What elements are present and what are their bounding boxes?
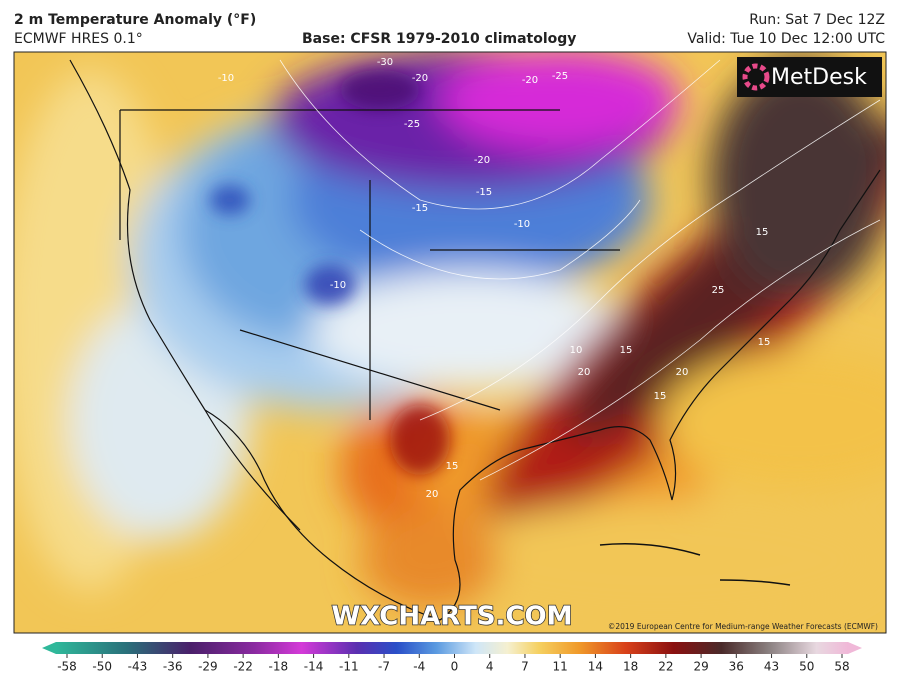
colorbar-tick-label: -50 [92, 660, 112, 674]
colorbar-tick-label: -7 [378, 660, 390, 674]
title: 2 m Temperature Anomaly (°F) [14, 12, 256, 28]
contour-label: -25 [552, 71, 568, 82]
map [14, 52, 886, 633]
colorbar-tick-label: -14 [304, 660, 324, 674]
colorbar-tick-label: 4 [486, 660, 494, 674]
base: Base: CFSR 1979-2010 climatology [302, 31, 576, 47]
colorbar-tick-label: 50 [799, 660, 814, 674]
contour-label: -20 [412, 73, 428, 84]
contour-label: 10 [570, 345, 583, 356]
contour-label: 20 [676, 367, 689, 378]
colorbar-tick-label: -18 [269, 660, 289, 674]
logo: MetDesk [771, 65, 867, 90]
colorbar [56, 642, 848, 654]
map-frame [13, 51, 887, 634]
contour-label: 15 [620, 345, 633, 356]
colorbar-tick-label: 18 [623, 660, 638, 674]
contour-label: -25 [404, 119, 420, 130]
copyright: ©2019 European Centre for Medium-range W… [608, 622, 878, 631]
colorbar-tick-label: -29 [198, 660, 218, 674]
contour-label: -10 [330, 280, 346, 291]
contour-label: -10 [514, 219, 530, 230]
logo-box [737, 57, 882, 97]
colorbar-tick-label: 22 [658, 660, 673, 674]
colorbar-tick-label: 7 [521, 660, 529, 674]
contour-label: 20 [426, 489, 439, 500]
colorbar-tick-label: 14 [588, 660, 603, 674]
colorbar-tick-label: -43 [128, 660, 148, 674]
contour-label: 15 [654, 391, 667, 402]
valid: Valid: Tue 10 Dec 12:00 UTC [687, 31, 885, 47]
colorbar-tick-label: -11 [339, 660, 359, 674]
colorbar-tick-label: 29 [693, 660, 708, 674]
contour-label: 20 [578, 367, 591, 378]
colorbar-tick-label: 0 [451, 660, 459, 674]
model: ECMWF HRES 0.1° [14, 31, 143, 47]
colorbar-tick-label: 43 [764, 660, 779, 674]
contour-label: -15 [476, 187, 492, 198]
contour-label: 15 [756, 227, 769, 238]
contour-label: -20 [522, 75, 538, 86]
colorbar-tick-label: -58 [57, 660, 77, 674]
colorbar-tick-label: 58 [834, 660, 849, 674]
watermark: WXCHARTS.COM [331, 602, 572, 632]
logo-icon [742, 63, 770, 91]
contour-label: -30 [377, 57, 393, 68]
run: Run: Sat 7 Dec 12Z [749, 12, 885, 28]
colorbar-tick-label: 36 [729, 660, 744, 674]
contour-label: -10 [218, 73, 234, 84]
colorbar-low-arrow [42, 642, 56, 654]
colorbar-tick-label: -36 [163, 660, 183, 674]
colorbar-high-arrow [848, 642, 862, 654]
colorbar-tick-label: -4 [413, 660, 425, 674]
contour-label: -20 [474, 155, 490, 166]
contour-label: 25 [712, 285, 725, 296]
contour-label: 15 [446, 461, 459, 472]
colorbar-tick-label: -22 [233, 660, 253, 674]
contour-label: 15 [758, 337, 771, 348]
colorbar-tick-label: 11 [553, 660, 568, 674]
contour-label: -15 [412, 203, 428, 214]
